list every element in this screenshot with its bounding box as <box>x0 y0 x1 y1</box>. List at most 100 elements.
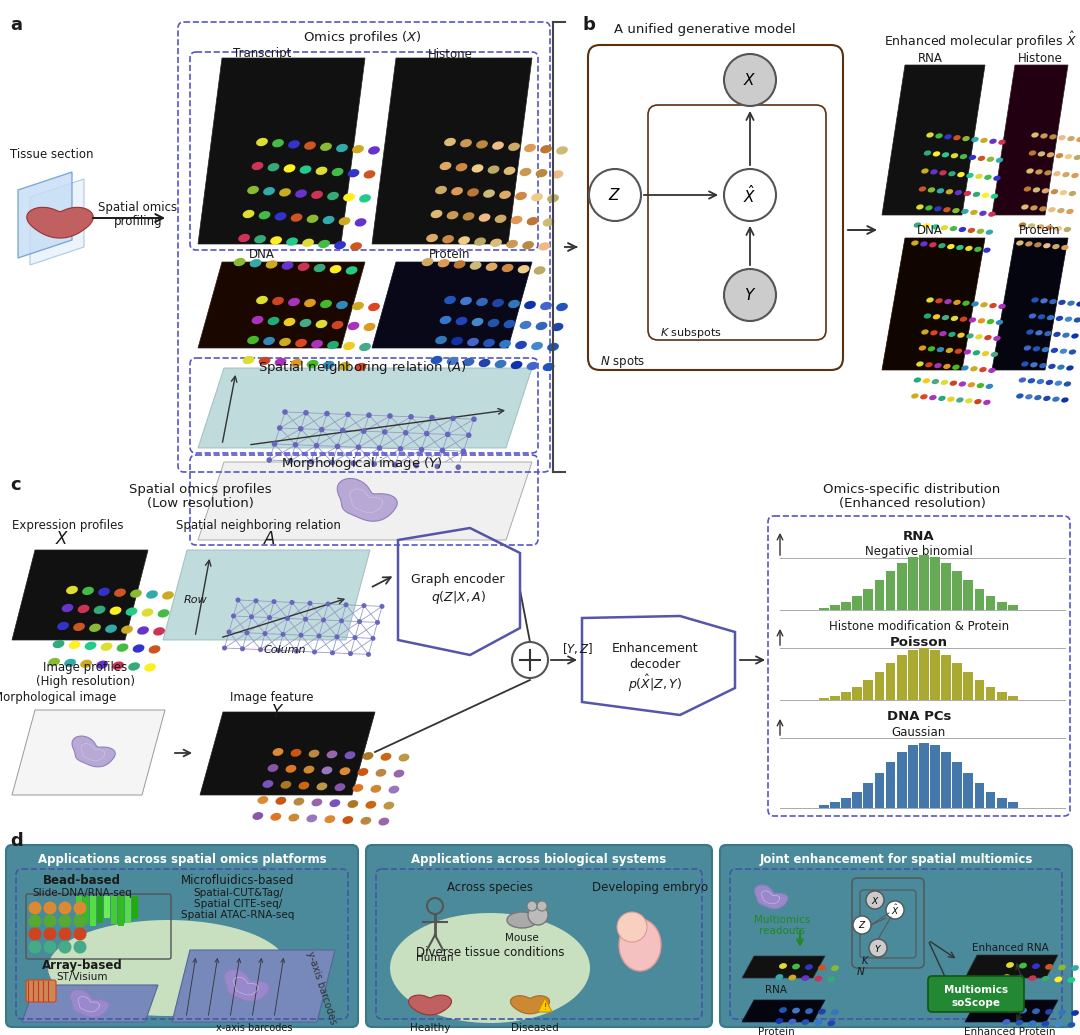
Circle shape <box>379 603 384 609</box>
Ellipse shape <box>53 640 65 648</box>
Bar <box>863 589 874 610</box>
Ellipse shape <box>963 190 971 196</box>
Polygon shape <box>172 950 335 1022</box>
Ellipse shape <box>923 314 931 319</box>
Ellipse shape <box>295 338 307 347</box>
Ellipse shape <box>531 194 543 202</box>
Ellipse shape <box>1058 965 1066 970</box>
Bar <box>953 663 962 700</box>
Ellipse shape <box>912 240 919 245</box>
Text: $\mathit{Y}$: $\mathit{Y}$ <box>874 943 882 953</box>
Bar <box>125 896 131 923</box>
Ellipse shape <box>788 975 796 980</box>
Ellipse shape <box>252 316 264 324</box>
Ellipse shape <box>393 770 404 777</box>
Circle shape <box>244 630 249 635</box>
Ellipse shape <box>969 155 976 160</box>
Ellipse shape <box>1031 297 1039 302</box>
Ellipse shape <box>996 157 1003 162</box>
Circle shape <box>471 416 476 422</box>
Ellipse shape <box>270 812 281 821</box>
Circle shape <box>528 905 548 925</box>
Ellipse shape <box>988 367 996 373</box>
Text: Image feature: Image feature <box>230 691 314 705</box>
Text: Across species: Across species <box>447 881 534 893</box>
Ellipse shape <box>335 783 346 791</box>
Bar <box>111 896 117 924</box>
Text: Graph encoder: Graph encoder <box>411 573 504 587</box>
Circle shape <box>456 465 461 470</box>
Circle shape <box>853 916 870 934</box>
Circle shape <box>303 617 308 622</box>
Ellipse shape <box>998 304 1005 309</box>
Bar <box>974 589 984 610</box>
Ellipse shape <box>792 1008 800 1013</box>
Ellipse shape <box>322 767 333 774</box>
Text: Poisson: Poisson <box>890 635 948 649</box>
Circle shape <box>276 648 281 653</box>
Polygon shape <box>372 58 532 244</box>
Ellipse shape <box>1055 226 1062 231</box>
Ellipse shape <box>980 367 987 373</box>
Ellipse shape <box>323 216 335 225</box>
Polygon shape <box>966 955 1058 978</box>
Circle shape <box>308 600 312 605</box>
Ellipse shape <box>1056 316 1063 321</box>
Polygon shape <box>511 996 550 1014</box>
Ellipse shape <box>270 236 282 244</box>
Ellipse shape <box>332 321 343 329</box>
Ellipse shape <box>920 241 928 246</box>
Ellipse shape <box>1065 317 1072 322</box>
Ellipse shape <box>141 609 153 617</box>
Ellipse shape <box>125 608 137 616</box>
Text: RNA: RNA <box>903 530 935 542</box>
Bar <box>819 805 828 808</box>
Ellipse shape <box>117 644 129 652</box>
Ellipse shape <box>1052 396 1059 402</box>
Ellipse shape <box>284 318 296 326</box>
Ellipse shape <box>137 626 149 634</box>
Ellipse shape <box>299 166 311 174</box>
Circle shape <box>434 464 440 469</box>
Ellipse shape <box>370 785 381 793</box>
Ellipse shape <box>976 229 984 234</box>
FancyBboxPatch shape <box>26 980 56 1002</box>
Ellipse shape <box>346 266 357 274</box>
Bar <box>896 655 906 700</box>
Ellipse shape <box>956 245 963 250</box>
Bar <box>908 650 918 700</box>
Ellipse shape <box>1016 240 1024 245</box>
Ellipse shape <box>284 165 296 173</box>
Bar <box>896 563 906 610</box>
Bar <box>97 896 103 923</box>
Ellipse shape <box>1074 155 1080 160</box>
Bar <box>997 601 1007 610</box>
Ellipse shape <box>973 350 981 355</box>
Ellipse shape <box>967 173 974 178</box>
Ellipse shape <box>1038 315 1045 320</box>
Ellipse shape <box>827 1021 835 1026</box>
Ellipse shape <box>1045 1009 1053 1014</box>
Text: d: d <box>10 832 23 850</box>
Ellipse shape <box>1022 204 1028 210</box>
Circle shape <box>440 447 445 453</box>
Circle shape <box>231 614 237 619</box>
Ellipse shape <box>971 301 978 306</box>
Ellipse shape <box>941 380 948 385</box>
Circle shape <box>313 443 320 448</box>
Circle shape <box>58 941 71 953</box>
Ellipse shape <box>309 749 320 758</box>
Circle shape <box>445 432 450 437</box>
Ellipse shape <box>327 191 339 200</box>
Ellipse shape <box>90 624 100 632</box>
Ellipse shape <box>1036 330 1042 335</box>
Bar <box>831 802 840 808</box>
Ellipse shape <box>112 661 124 670</box>
Ellipse shape <box>944 135 951 140</box>
Polygon shape <box>198 262 365 348</box>
Ellipse shape <box>447 211 458 219</box>
Ellipse shape <box>313 264 325 272</box>
Circle shape <box>321 618 326 622</box>
Ellipse shape <box>994 176 1001 181</box>
Ellipse shape <box>421 258 433 266</box>
